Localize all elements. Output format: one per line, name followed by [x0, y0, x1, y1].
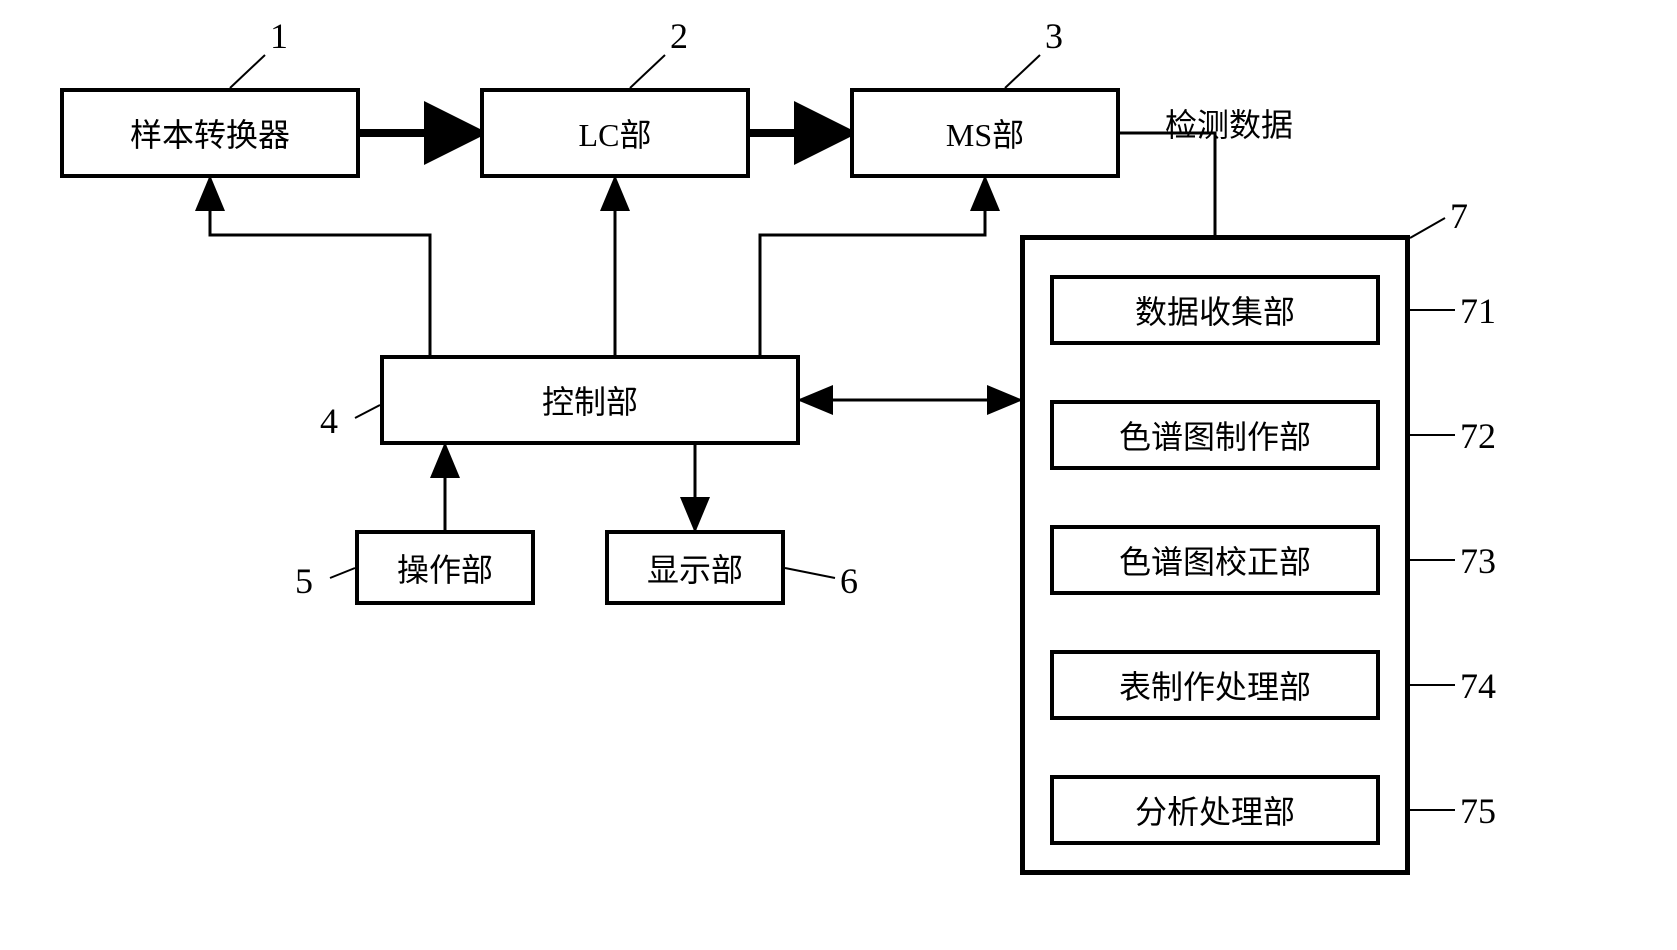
- node-label: MS部: [946, 110, 1024, 156]
- node-label: 操作部: [397, 545, 493, 591]
- node-display: 显示部: [605, 530, 785, 605]
- node-label: 表制作处理部: [1119, 662, 1311, 708]
- node-chromatogram-make: 色谱图制作部: [1050, 400, 1380, 470]
- node-label: 数据收集部: [1135, 287, 1295, 333]
- node-label: 分析处理部: [1135, 787, 1295, 833]
- ref-2: 2: [670, 15, 688, 57]
- node-table-process: 表制作处理部: [1050, 650, 1380, 720]
- node-lc: LC部: [480, 88, 750, 178]
- ref-71: 71: [1460, 290, 1496, 332]
- node-label: 控制部: [542, 377, 638, 423]
- node-control: 控制部: [380, 355, 800, 445]
- node-label: 样本转换器: [130, 110, 290, 156]
- node-analysis-process: 分析处理部: [1050, 775, 1380, 845]
- ref-73: 73: [1460, 540, 1496, 582]
- ref-6: 6: [840, 560, 858, 602]
- ref-7: 7: [1450, 195, 1468, 237]
- ref-5: 5: [295, 560, 313, 602]
- ref-4: 4: [320, 400, 338, 442]
- node-label: LC部: [579, 110, 652, 156]
- node-operation: 操作部: [355, 530, 535, 605]
- ref-74: 74: [1460, 665, 1496, 707]
- detection-data-label: 检测数据: [1165, 100, 1293, 146]
- node-data-collect: 数据收集部: [1050, 275, 1380, 345]
- node-chromatogram-correct: 色谱图校正部: [1050, 525, 1380, 595]
- node-label: 色谱图校正部: [1119, 537, 1311, 583]
- ref-1: 1: [270, 15, 288, 57]
- node-label: 色谱图制作部: [1119, 412, 1311, 458]
- ref-3: 3: [1045, 15, 1063, 57]
- ref-72: 72: [1460, 415, 1496, 457]
- node-ms: MS部: [850, 88, 1120, 178]
- ref-75: 75: [1460, 790, 1496, 832]
- node-sample-converter: 样本转换器: [60, 88, 360, 178]
- node-label: 显示部: [647, 545, 743, 591]
